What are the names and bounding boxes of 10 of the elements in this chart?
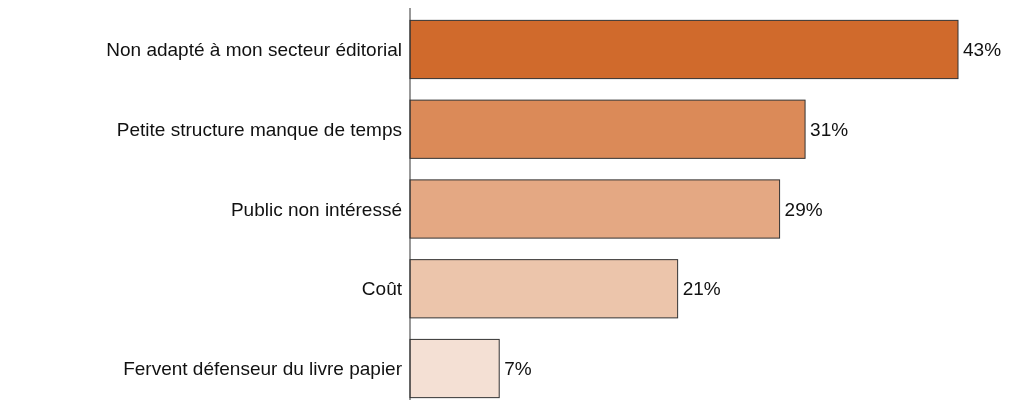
y-tick-label: Coût xyxy=(361,278,403,300)
y-tick-label: Public non intéressé xyxy=(230,198,402,220)
data-label: 31% xyxy=(810,118,849,140)
y-tick-label: Petite structure manque de temps xyxy=(116,118,402,140)
data-label: 43% xyxy=(963,39,1002,61)
y-tick-label: Non adapté à mon secteur éditorial xyxy=(106,39,402,61)
data-label: 7% xyxy=(504,358,532,380)
data-label: 29% xyxy=(784,198,823,220)
y-tick-label: Fervent défenseur du livre papier xyxy=(123,358,403,380)
data-label: 21% xyxy=(682,278,721,300)
